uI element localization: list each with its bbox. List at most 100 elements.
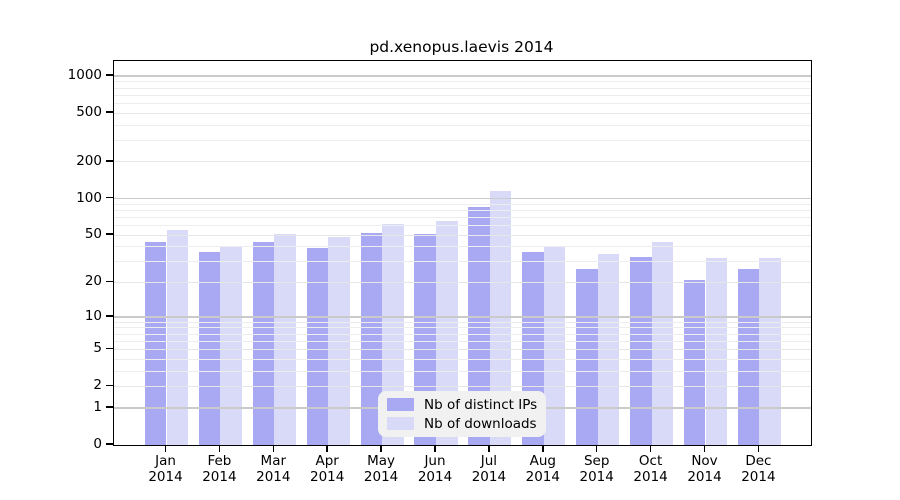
gridline-80 bbox=[114, 209, 811, 211]
gridline-100 bbox=[114, 197, 811, 200]
month-label: Jan bbox=[155, 453, 176, 469]
legend-label-distinct-ips: Nb of distinct IPs bbox=[424, 396, 538, 413]
year-label: 2014 bbox=[687, 469, 722, 485]
year-label: 2014 bbox=[310, 469, 345, 485]
bar-ips-apr bbox=[306, 248, 329, 445]
year-label: 2014 bbox=[417, 469, 453, 485]
gridline-400 bbox=[114, 124, 811, 126]
y-tick-label-200: 200 bbox=[76, 152, 102, 169]
x-tick-mar bbox=[272, 445, 275, 452]
x-tick-apr bbox=[326, 445, 328, 452]
y-tick-10 bbox=[106, 315, 113, 317]
bar-downloads-nov bbox=[705, 258, 728, 445]
bar-ips-jan bbox=[144, 241, 167, 445]
bar-downloads-mar bbox=[274, 234, 296, 445]
bar-ips-jul bbox=[468, 206, 490, 445]
month-label: May bbox=[367, 453, 396, 469]
y-tick-2 bbox=[106, 384, 113, 387]
legend-swatch-distinct-ips bbox=[387, 398, 414, 411]
year-label: 2014 bbox=[579, 469, 614, 485]
month-label: Jul bbox=[480, 453, 498, 469]
y-tick-label-1000: 1000 bbox=[67, 67, 102, 84]
legend-label-downloads: Nb of downloads bbox=[424, 415, 537, 432]
gridline-40 bbox=[114, 246, 811, 248]
bar-ips-may bbox=[360, 233, 383, 445]
x-tick-sep bbox=[595, 445, 598, 452]
x-label-may: May 2014 bbox=[346, 453, 416, 485]
x-label-dec: Dec 2014 bbox=[723, 453, 793, 485]
x-label-jul: Jul 2014 bbox=[454, 453, 524, 485]
year-label: 2014 bbox=[525, 469, 560, 485]
bar-downloads-feb bbox=[220, 246, 242, 445]
y-tick-label-1: 1 bbox=[93, 399, 102, 415]
y-tick-label-2: 2 bbox=[93, 377, 102, 394]
y-tick-20 bbox=[106, 280, 113, 283]
bar-downloads-jan bbox=[166, 230, 189, 445]
month-label: Sep bbox=[583, 453, 610, 469]
legend-swatch-downloads bbox=[387, 417, 414, 430]
gridline-200 bbox=[114, 161, 811, 163]
month-label: Oct bbox=[638, 453, 663, 469]
y-tick-label-5: 5 bbox=[93, 340, 102, 357]
year-label: 2014 bbox=[148, 469, 183, 485]
year-label: 2014 bbox=[363, 469, 399, 485]
bar-downloads-sep bbox=[597, 253, 620, 445]
y-tick-label-500: 500 bbox=[76, 104, 102, 121]
bar-downloads-oct bbox=[651, 241, 674, 445]
y-tick-50 bbox=[106, 233, 113, 235]
x-tick-jan bbox=[164, 445, 167, 452]
y-tick-1000 bbox=[106, 74, 113, 76]
year-label: 2014 bbox=[741, 469, 776, 485]
bar-ips-nov bbox=[683, 280, 706, 445]
y-tick-0 bbox=[106, 443, 113, 445]
month-label: Mar bbox=[260, 453, 287, 469]
gridline-70 bbox=[114, 216, 811, 218]
x-tick-may bbox=[380, 445, 382, 452]
x-label-apr: Apr 2014 bbox=[292, 453, 362, 485]
month-label: Feb bbox=[207, 453, 232, 469]
x-label-sep: Sep 2014 bbox=[562, 453, 632, 485]
legend-item-downloads: Nb of downloads bbox=[387, 416, 546, 432]
month-label: Aug bbox=[529, 453, 556, 469]
year-label: 2014 bbox=[256, 469, 291, 485]
bar-ips-dec bbox=[737, 269, 760, 445]
chart-title: pd.xenopus.laevis 2014 bbox=[369, 38, 554, 56]
year-label: 2014 bbox=[471, 469, 507, 485]
month-label: Jun bbox=[424, 453, 446, 469]
y-tick-100 bbox=[106, 196, 113, 199]
y-tick-label-20: 20 bbox=[84, 273, 102, 290]
x-tick-oct bbox=[649, 445, 652, 452]
bar-downloads-jul bbox=[489, 191, 512, 445]
y-tick-label-50: 50 bbox=[84, 226, 102, 243]
x-label-feb: Feb 2014 bbox=[184, 453, 254, 485]
y-tick-500 bbox=[106, 111, 113, 113]
y-tick-label-10: 10 bbox=[84, 308, 102, 324]
y-tick-1 bbox=[106, 406, 113, 408]
bar-downloads-dec bbox=[759, 258, 781, 445]
x-tick-nov bbox=[703, 445, 706, 452]
bar-downloads-apr bbox=[328, 237, 350, 445]
bar-ips-oct bbox=[630, 256, 652, 445]
year-label: 2014 bbox=[202, 469, 237, 485]
bar-downloads-aug bbox=[543, 246, 566, 445]
y-tick-5 bbox=[106, 347, 113, 350]
x-tick-jun bbox=[434, 445, 436, 452]
y-tick-200 bbox=[106, 160, 113, 162]
x-label-jun: Jun 2014 bbox=[400, 453, 470, 485]
bar-ips-mar bbox=[252, 241, 275, 445]
x-tick-dec bbox=[757, 445, 760, 452]
legend: Nb of distinct IPs Nb of downloads bbox=[378, 391, 546, 437]
gridline-500 bbox=[114, 112, 811, 114]
gridline-300 bbox=[114, 139, 811, 141]
gridline-50 bbox=[114, 234, 811, 236]
y-tick-label-100: 100 bbox=[76, 189, 102, 206]
gridline-700 bbox=[114, 94, 811, 96]
year-label: 2014 bbox=[633, 469, 668, 485]
x-label-aug: Aug 2014 bbox=[508, 453, 578, 485]
month-label: Dec bbox=[745, 453, 772, 469]
x-tick-jul bbox=[488, 445, 490, 452]
x-tick-feb bbox=[218, 445, 221, 452]
bar-ips-sep bbox=[576, 269, 598, 445]
gridline-600 bbox=[114, 102, 811, 104]
